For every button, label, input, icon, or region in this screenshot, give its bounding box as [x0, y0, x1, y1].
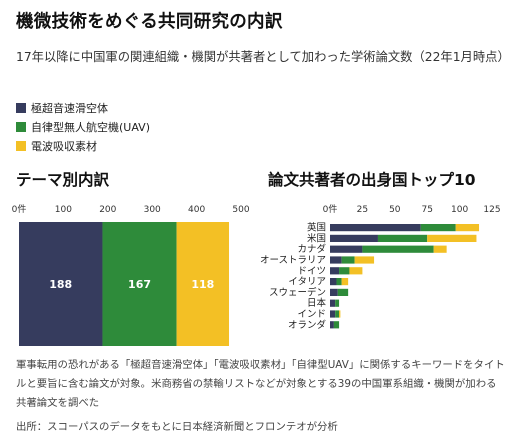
- bar-segment: [19, 222, 103, 346]
- bar-segment: [330, 278, 337, 286]
- category-label: イタリア: [288, 277, 326, 288]
- chart-subtitle: 17年以降に中国軍の関連組織・機関が共著者として加わった学術論文数（22年1月時…: [16, 50, 510, 64]
- x-tick-label: 200: [99, 205, 116, 215]
- bar-segment: [433, 245, 447, 253]
- country-top10-chart: 0件 25 50 75 100 125 英国米国カナダオーストラリアドイツイタリアスウェーデ…: [260, 203, 501, 331]
- bar-segment: [330, 299, 336, 307]
- bar-segment: [354, 256, 375, 264]
- source-note: 出所：スコーパスのデータをもとに日本経済新聞とフロンテオが分析: [16, 421, 338, 433]
- bar-segment: [102, 222, 177, 346]
- bar-segment: [455, 224, 480, 232]
- legend-swatch-absorber: [16, 140, 26, 151]
- x-tick-label: 400: [188, 205, 205, 215]
- legend-swatch-uav: [16, 121, 26, 132]
- bar-segment: [330, 245, 363, 253]
- bar-segment: [336, 278, 342, 286]
- x-tick-label: 500: [232, 205, 249, 215]
- bar-segment: [330, 267, 340, 275]
- category-label: スウェーデン: [269, 286, 326, 298]
- theme-chart-title: テーマ別内訳: [16, 171, 110, 189]
- category-label: 米国: [307, 232, 326, 244]
- bar-segment: [333, 321, 340, 329]
- x-tick-label: 300: [144, 205, 161, 215]
- bar-segment: [341, 256, 355, 264]
- bar-segment: [362, 245, 434, 253]
- footnote: 軍事転用の恐れがある「極超音速滑空体」「電波吸収素材」「自律型UAV」に関係する…: [16, 359, 505, 409]
- x-tick-label: 100: [55, 205, 72, 215]
- bar-segment: [420, 224, 456, 232]
- bar-segment: [176, 222, 230, 346]
- bar-segment: [377, 234, 428, 242]
- bar-segment: [335, 310, 340, 318]
- bar-segment: [330, 256, 342, 264]
- bar-segment: [337, 288, 349, 296]
- bar-segment: [330, 224, 421, 232]
- legend-swatch-hypersonic: [16, 102, 26, 113]
- bar-segment: [349, 267, 363, 275]
- category-label: ドイツ: [297, 266, 326, 277]
- x-tick-label: 50: [389, 205, 401, 215]
- bar-segment: [427, 234, 477, 242]
- bar-segment: [341, 278, 349, 286]
- data-label: 167: [128, 278, 151, 291]
- legend-label-hypersonic: 極超音速滑空体: [31, 101, 108, 115]
- bar-segment: [330, 288, 338, 296]
- data-label: 188: [49, 278, 72, 291]
- legend-item-uav: 自律型無人航空機(UAV): [16, 117, 150, 136]
- category-label: 英国: [307, 222, 326, 234]
- legend-item-hypersonic: 極超音速滑空体: [16, 98, 150, 117]
- x-tick-label: 75: [421, 205, 432, 215]
- x-tick-label: 25: [357, 205, 368, 215]
- bar-segment: [330, 310, 336, 318]
- category-label: オランダ: [288, 319, 327, 331]
- category-label: 日本: [307, 297, 327, 309]
- country-chart-title: 論文共著者の出身国トップ10: [268, 171, 476, 189]
- x-tick-label: 100: [451, 205, 468, 215]
- legend-label-uav: 自律型無人航空機(UAV): [31, 120, 150, 134]
- x-tick-label: 125: [483, 205, 500, 215]
- theme-breakdown-chart: 0件 100 200 300 400 500 188 167 118: [12, 203, 250, 346]
- bar-segment: [339, 267, 350, 275]
- category-label: オーストラリア: [260, 255, 326, 266]
- bar-segment: [335, 299, 340, 307]
- x-tick-label: 0件: [323, 203, 338, 215]
- category-label: カナダ: [297, 243, 326, 255]
- x-tick-label: 0件: [12, 203, 27, 215]
- legend-item-absorber: 電波吸収素材: [16, 136, 150, 155]
- category-label: インド: [297, 309, 326, 320]
- bar-segment: [339, 310, 341, 318]
- bar-segment: [330, 321, 334, 329]
- legend: 極超音速滑空体 自律型無人航空機(UAV) 電波吸収素材: [16, 98, 150, 155]
- chart-title: 機微技術をめぐる共同研究の内訳: [16, 12, 283, 32]
- bar-segment: [330, 234, 378, 242]
- legend-label-absorber: 電波吸収素材: [31, 139, 97, 153]
- data-label: 118: [191, 278, 214, 291]
